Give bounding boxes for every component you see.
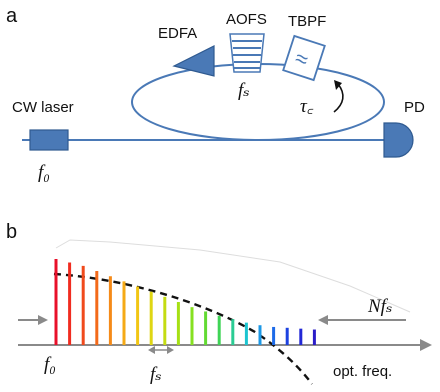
- cw-laser-label: CW laser: [12, 99, 74, 116]
- delay-label: τ꜀: [300, 96, 314, 117]
- right-level-arrowhead: [318, 315, 328, 325]
- panel-a-label: a: [6, 5, 18, 27]
- source-frequency-label: f₀: [38, 162, 50, 183]
- edfa-triangle: [172, 45, 215, 77]
- axis-label: opt. freq.: [333, 363, 392, 380]
- comb-lines: [54, 259, 316, 345]
- cw-laser-block: [29, 129, 69, 151]
- comb-start-label: f₀: [44, 354, 56, 375]
- tbpf-box: ≈: [282, 34, 326, 82]
- delay-arrow: [333, 83, 344, 113]
- spacing-label: fₛ: [150, 364, 162, 385]
- panel-b-label: b: [6, 221, 17, 243]
- axis-arrowhead: [420, 339, 432, 351]
- delay-arrowhead: [334, 80, 342, 90]
- left-level-arrowhead: [38, 315, 48, 325]
- photodetector: [383, 122, 414, 158]
- spacing-arrowhead-left: [148, 346, 155, 354]
- fiber-loop: [131, 63, 385, 141]
- edfa-label: EDFA: [158, 25, 197, 42]
- aofs-block: [229, 33, 265, 73]
- shift-frequency-label: fₛ: [238, 80, 250, 101]
- spacing-arrowhead-right: [167, 346, 174, 354]
- span-label: Nfₛ: [367, 296, 392, 317]
- faint-envelope: [55, 239, 411, 313]
- pd-label: PD: [404, 99, 425, 116]
- aofs-label: AOFS: [226, 11, 267, 28]
- tbpf-label: TBPF: [288, 13, 326, 30]
